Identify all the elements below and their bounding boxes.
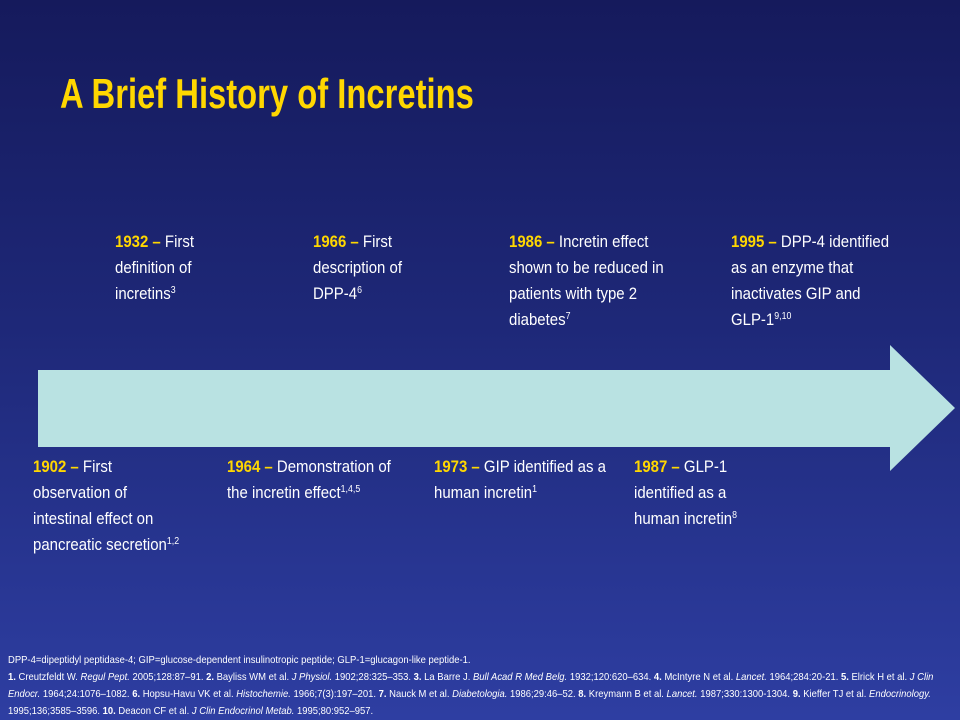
reference-number: 3. xyxy=(413,671,422,683)
abbreviations: DPP-4=dipeptidyl peptidase-4; GIP=glucos… xyxy=(8,654,471,666)
event: 1966 – First description of DPP-46 xyxy=(313,229,429,307)
event-text: DPP-4 identified as an enzyme that inact… xyxy=(731,232,890,329)
reference-journal: Histochemie. xyxy=(236,688,291,700)
reference-details: 1995;80:952–957. xyxy=(296,705,374,717)
event-year: 1987 – xyxy=(634,457,680,476)
event-reference: 7 xyxy=(565,311,571,322)
references: 1. Creutzfeldt W. Regul Pept. 2005;128:8… xyxy=(8,669,944,720)
reference-journal: Lancet. xyxy=(666,688,698,700)
reference-details: 1964;284:20-21. xyxy=(769,671,839,683)
event-year: 1986 – xyxy=(509,232,555,251)
event-reference: 3 xyxy=(170,285,176,296)
event: 1932 – First definition of incretins3 xyxy=(115,229,231,307)
event-text: Demonstration of the incretin effect xyxy=(227,457,391,502)
event-text: Incretin effect shown to be reduced in p… xyxy=(509,232,664,329)
reference-details: 1987;330:1300-1304. xyxy=(700,688,791,700)
reference-journal: J Clin Endocr. xyxy=(8,671,934,700)
event-year: 1973 – xyxy=(434,457,480,476)
reference-number: 7. xyxy=(378,688,387,700)
event-year: 1902 – xyxy=(33,457,79,476)
reference-authors: McIntyre N et al. xyxy=(664,671,734,683)
event-reference: 1,2 xyxy=(166,536,180,547)
event-reference: 1 xyxy=(532,484,538,495)
reference-details: 1995;136;3585–3596. xyxy=(8,705,100,717)
reference-number: 6. xyxy=(132,688,141,700)
reference-authors: Kreymann B et al. xyxy=(588,688,664,700)
event-reference: 6 xyxy=(357,285,362,296)
event-year: 1966 – xyxy=(313,232,359,251)
event-text: GLP-1 identified as a human incretin xyxy=(634,457,733,528)
reference-authors: Deacon CF et al. xyxy=(118,705,190,717)
reference-number: 10. xyxy=(102,705,116,717)
event: 1987 – GLP-1 identified as a human incre… xyxy=(634,454,766,532)
reference-authors: La Barre J. xyxy=(424,671,471,683)
slide-title: A Brief History of Incretins xyxy=(60,70,474,117)
reference-details: 1966;7(3):197–201. xyxy=(293,688,376,700)
reference-number: 9. xyxy=(792,688,801,700)
event: 1902 – First observation of intestinal e… xyxy=(33,454,184,558)
event: 1964 – Demonstration of the incretin eff… xyxy=(227,454,412,506)
event-reference: 8 xyxy=(732,510,738,521)
reference-authors: Nauck M et al. xyxy=(389,688,450,700)
reference-details: 1986;29:46–52. xyxy=(509,688,576,700)
event-year: 1964 – xyxy=(227,457,273,476)
footnote: DPP-4=dipeptidyl peptidase-4; GIP=glucos… xyxy=(8,652,944,720)
reference-number: 8. xyxy=(578,688,587,700)
reference-authors: Hopsu-Havu VK et al. xyxy=(142,688,234,700)
reference-details: 1902;28:325–353. xyxy=(334,671,411,683)
reference-authors: Kieffer TJ et al. xyxy=(803,688,867,700)
event: 1995 – DPP-4 identified as an enzyme tha… xyxy=(731,229,893,333)
reference-details: 1964;24:1076–1082. xyxy=(42,688,130,700)
reference-authors: Creutzfeldt W. xyxy=(18,671,78,683)
event-text: First description of DPP-4 xyxy=(313,232,402,303)
event-text: First definition of incretins xyxy=(115,232,195,303)
arrow-shape xyxy=(38,345,955,471)
reference-authors: Bayliss WM et al. xyxy=(216,671,290,683)
event-text: First observation of intestinal effect o… xyxy=(33,457,167,554)
event-text: GIP identified as a human incretin xyxy=(434,457,606,502)
reference-number: 1. xyxy=(8,671,16,683)
reference-journal: Bull Acad R Med Belg. xyxy=(472,671,568,683)
event-reference: 1,4,5 xyxy=(340,484,361,495)
reference-details: 1932;120:620–634. xyxy=(569,671,652,683)
event-year: 1932 – xyxy=(115,232,161,251)
reference-details: 2005;128:87–91. xyxy=(132,671,204,683)
reference-journal: Endocrinology. xyxy=(869,688,931,700)
event: 1973 – GIP identified as a human increti… xyxy=(434,454,606,506)
event-year: 1995 – xyxy=(731,232,777,251)
reference-number: 4. xyxy=(653,671,662,683)
reference-authors: Elrick H et al. xyxy=(851,671,908,683)
reference-number: 2. xyxy=(206,671,214,683)
reference-journal: Diabetologia. xyxy=(452,688,508,700)
reference-journal: Regul Pept. xyxy=(80,671,130,683)
reference-journal: Lancet. xyxy=(735,671,767,683)
reference-journal: J Clin Endocrinol Metab. xyxy=(191,705,295,717)
event: 1986 – Incretin effect shown to be reduc… xyxy=(509,229,680,333)
reference-journal: J Physiol. xyxy=(291,671,333,683)
reference-number: 5. xyxy=(840,671,849,683)
event-reference: 9,10 xyxy=(774,311,792,322)
